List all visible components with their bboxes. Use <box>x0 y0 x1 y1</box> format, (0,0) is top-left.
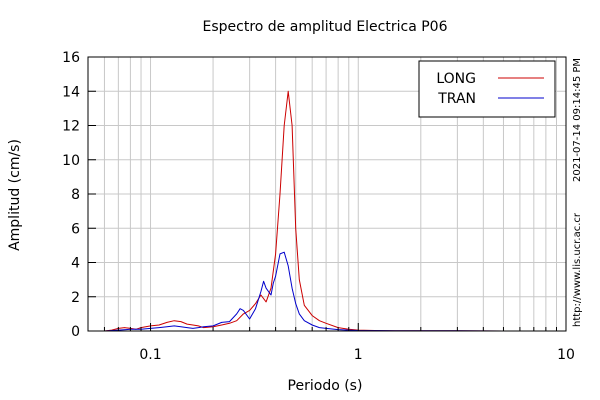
legend-box <box>418 60 556 118</box>
legend-label-long: LONG <box>436 71 476 87</box>
chart-title: Espectro de amplitud Electrica P06 <box>203 19 448 35</box>
x-tick-label: 1 <box>354 347 363 363</box>
timestamp-label: 2021-07-14 09:14:45 PM <box>572 58 583 182</box>
y-tick-label: 12 <box>62 119 80 135</box>
axis-tick-labels: 0 2 4 6 8 10 12 14 16 0.1 1 10 <box>62 50 575 363</box>
y-tick-label: 4 <box>71 256 80 272</box>
legend: LONG TRAN <box>418 60 556 118</box>
x-tick-label: 10 <box>557 347 575 363</box>
series-lines <box>104 90 566 332</box>
y-tick-label: 14 <box>62 84 80 100</box>
y-tick-label: 16 <box>62 50 80 66</box>
y-tick-label: 2 <box>71 290 80 306</box>
source-url-label: http://www.lis.ucr.ac.cr <box>572 212 583 327</box>
y-axis-title: Amplitud (cm/s) <box>7 139 23 251</box>
y-tick-label: 10 <box>62 153 80 169</box>
y-tick-label: 6 <box>71 221 80 237</box>
axis-ticks <box>87 56 567 332</box>
x-axis-title: Periodo (s) <box>288 378 363 394</box>
y-tick-label: 8 <box>71 187 80 203</box>
y-tick-label: 0 <box>71 324 80 340</box>
series-line-tran <box>104 251 566 332</box>
legend-label-tran: TRAN <box>437 91 476 107</box>
x-tick-label: 0.1 <box>139 347 161 363</box>
